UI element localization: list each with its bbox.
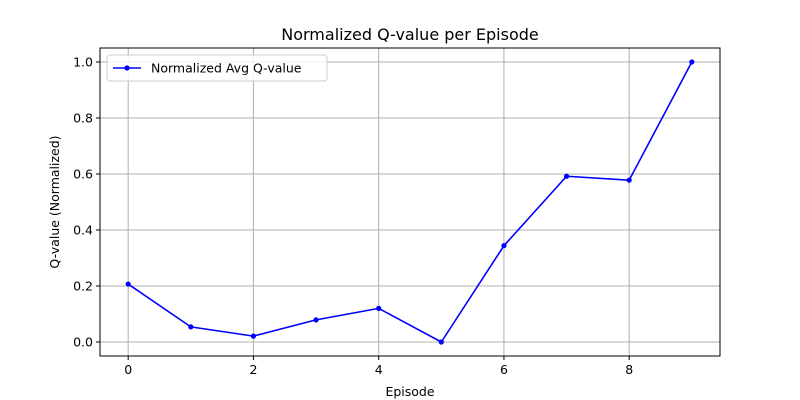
x-tick-label: 2 (249, 362, 257, 377)
grid-lines (100, 48, 720, 356)
y-tick-label: 0.4 (73, 223, 93, 238)
x-tick-label: 6 (500, 362, 508, 377)
data-point (626, 177, 632, 183)
x-tick-label: 0 (124, 362, 132, 377)
y-tick-label: 0.0 (73, 335, 93, 350)
y-axis-ticks: 0.0 0.2 0.4 0.6 0.8 1.0 (73, 55, 100, 350)
data-point (438, 339, 444, 345)
series-layer (125, 59, 695, 345)
legend-label: Normalized Avg Q-value (151, 61, 302, 76)
y-tick-label: 0.2 (73, 279, 93, 294)
chart-title: Normalized Q-value per Episode (281, 25, 539, 44)
plot-area-frame (99, 47, 721, 357)
data-point (125, 281, 131, 287)
series-line (127, 61, 693, 343)
legend: Normalized Avg Q-value (106, 54, 328, 82)
data-point (313, 317, 319, 323)
data-point (563, 173, 570, 179)
y-tick-label: 0.6 (73, 167, 93, 182)
data-point (188, 324, 194, 330)
x-axis-label: Episode (385, 384, 434, 399)
legend-marker-sample (124, 65, 130, 71)
x-tick-label: 4 (375, 362, 383, 377)
data-point (689, 59, 695, 65)
x-axis-ticks: 0 2 4 6 8 (124, 356, 633, 377)
x-tick-label: 8 (625, 362, 633, 377)
y-tick-label: 1.0 (73, 55, 93, 70)
data-point (250, 333, 257, 339)
data-point (501, 243, 507, 249)
y-axis-label: Q-value (Normalized) (47, 135, 62, 268)
data-point (376, 305, 382, 311)
y-tick-label: 0.8 (73, 111, 93, 126)
legend-box (106, 54, 328, 82)
